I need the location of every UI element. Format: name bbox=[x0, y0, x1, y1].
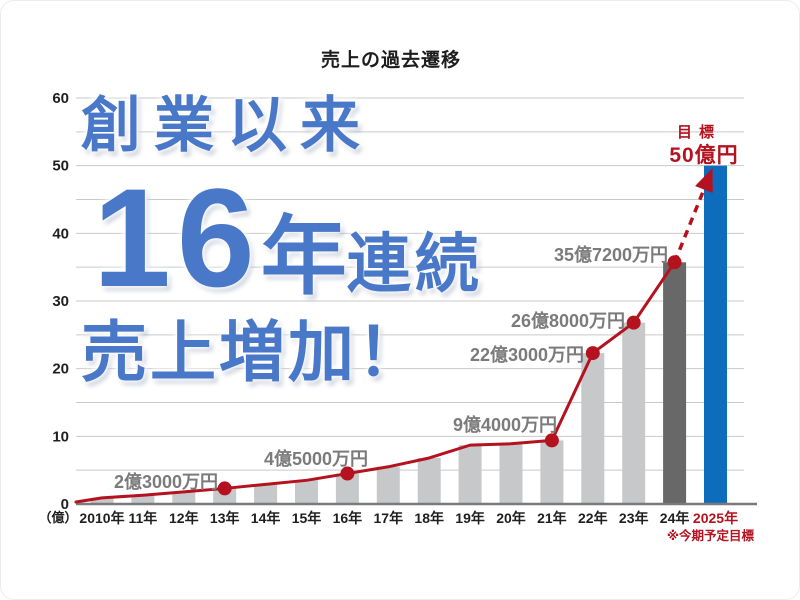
x-tick-label-2010年: 2010年 bbox=[79, 510, 124, 526]
x-tick-label-12年: 12年 bbox=[169, 510, 199, 526]
target-value: 50億円 bbox=[669, 144, 739, 167]
value-label-24年: 35億7200万円 bbox=[554, 244, 668, 265]
y-tick-label-0: 0 bbox=[61, 496, 69, 513]
bar-2025年 bbox=[704, 165, 727, 504]
x-tick-label-2025年: 2025年 bbox=[693, 510, 738, 526]
bar-24年 bbox=[663, 262, 687, 504]
value-label-13年: 2億3000万円 bbox=[114, 471, 218, 492]
x-tick-label-14年: 14年 bbox=[251, 510, 281, 526]
bar-11年 bbox=[131, 495, 155, 504]
x-tick-label-22年: 22年 bbox=[578, 510, 608, 526]
headline-line1: 創業以来 bbox=[81, 92, 373, 159]
target-label: 目標 bbox=[676, 124, 721, 141]
data-point-16年 bbox=[340, 466, 355, 481]
headline-years-number: 16 bbox=[93, 159, 261, 316]
bar-20年 bbox=[499, 443, 523, 504]
bar-2010年 bbox=[90, 497, 114, 504]
bar-16年 bbox=[335, 473, 359, 504]
y-tick-label-50: 50 bbox=[52, 158, 69, 175]
bar-19年 bbox=[458, 445, 482, 504]
y-tick-label-10: 10 bbox=[52, 428, 69, 445]
bar-14年 bbox=[254, 484, 278, 504]
headline-line3: 売上増加！ bbox=[81, 315, 426, 389]
x-tick-label-15年: 15年 bbox=[292, 510, 322, 526]
headline-line2: 16 年 連続 bbox=[93, 159, 483, 316]
y-axis-unit-label: （億） bbox=[38, 510, 77, 525]
bar-17年 bbox=[376, 466, 400, 504]
x-tick-label-13年: 13年 bbox=[210, 510, 240, 526]
data-point-23年 bbox=[626, 315, 641, 330]
x-tick-label-18年: 18年 bbox=[414, 510, 444, 526]
target-arrowhead-icon bbox=[695, 168, 713, 194]
x-tick-label-16年: 16年 bbox=[333, 510, 363, 526]
data-point-21年 bbox=[544, 433, 559, 448]
value-label-23年: 26億8000万円 bbox=[511, 310, 625, 331]
bar-18年 bbox=[417, 457, 441, 504]
chart-title: 売上の過去遷移 bbox=[320, 50, 461, 71]
x-tick-label-11年: 11年 bbox=[128, 510, 157, 526]
bar-15年 bbox=[295, 480, 318, 504]
data-point-22年 bbox=[585, 346, 600, 361]
value-label-22年: 22億3000万円 bbox=[470, 344, 584, 365]
sales-trend-line bbox=[74, 260, 677, 504]
x-tick-label-24年: 24年 bbox=[660, 510, 690, 526]
target-footnote: ※今期予定目標 bbox=[666, 529, 754, 543]
x-tick-label-21年: 21年 bbox=[537, 510, 567, 526]
y-tick-label-60: 60 bbox=[52, 90, 69, 107]
value-label-21年: 9億4000万円 bbox=[453, 414, 557, 435]
data-point-13年 bbox=[217, 481, 232, 496]
x-tick-label-17年: 17年 bbox=[374, 510, 404, 526]
headline-years-unit: 年 bbox=[260, 209, 347, 305]
x-tick-label-20年: 20年 bbox=[496, 510, 526, 526]
target-projection-dashed-line bbox=[672, 191, 705, 263]
y-tick-label-40: 40 bbox=[52, 225, 69, 242]
bar-22年 bbox=[581, 353, 605, 504]
x-tick-label-19年: 19年 bbox=[455, 510, 485, 526]
value-label-16年: 4億5000万円 bbox=[264, 448, 368, 469]
bar-21年 bbox=[540, 440, 564, 504]
headline-consecutive-text: 連続 bbox=[346, 228, 483, 300]
x-tick-label-23年: 23年 bbox=[619, 510, 649, 526]
data-point-24年 bbox=[667, 255, 682, 270]
bar-23年 bbox=[622, 322, 646, 504]
y-tick-label-20: 20 bbox=[52, 361, 69, 378]
y-tick-label-30: 30 bbox=[52, 293, 69, 310]
bar-12年 bbox=[172, 491, 196, 504]
